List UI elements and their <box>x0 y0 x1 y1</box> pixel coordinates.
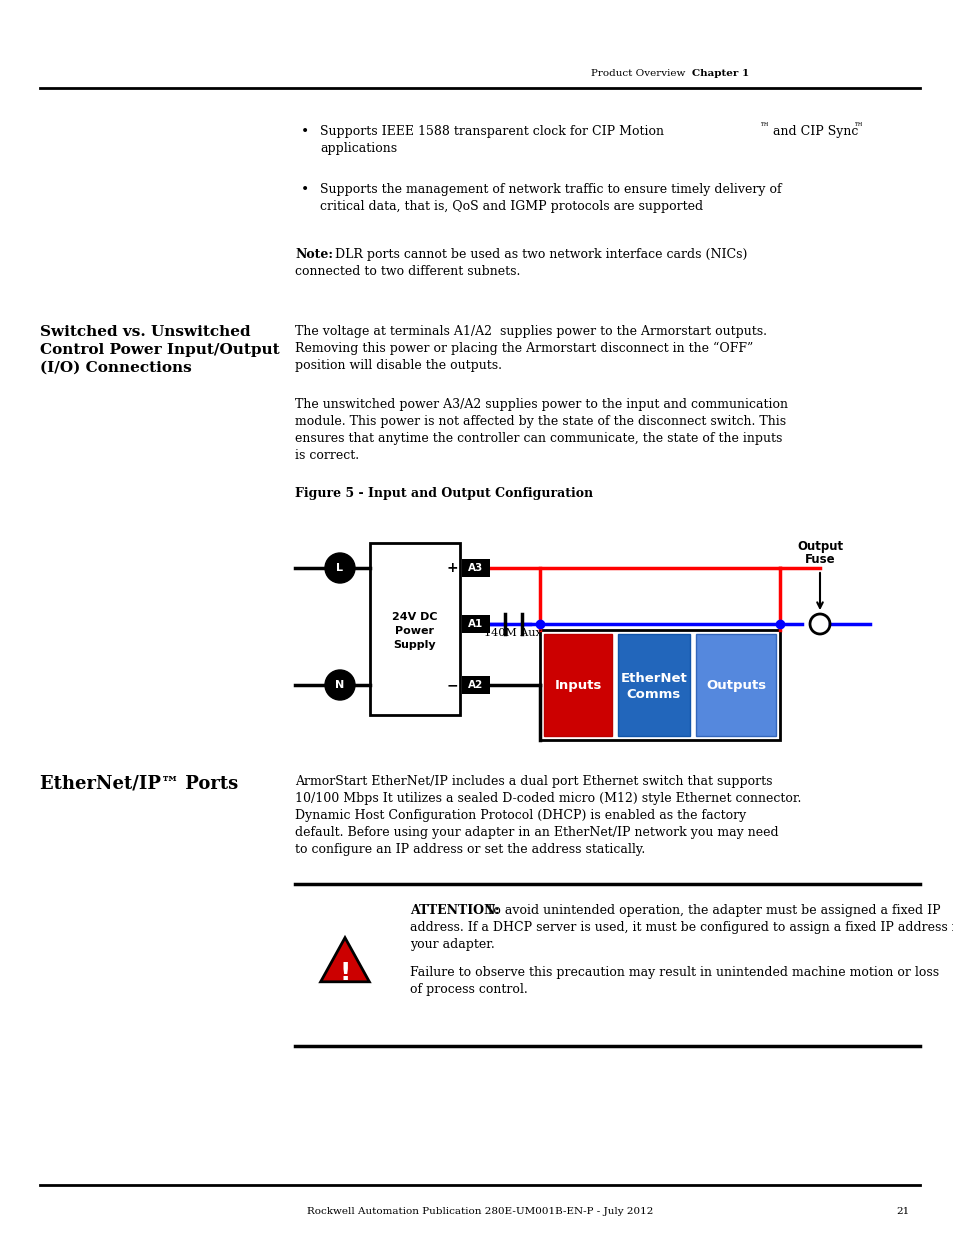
Text: Failure to observe this precaution may result in unintended machine motion or lo: Failure to observe this precaution may r… <box>410 966 938 979</box>
Text: (I/O) Connections: (I/O) Connections <box>40 361 192 375</box>
Text: Output: Output <box>796 540 842 553</box>
Text: 24V DC: 24V DC <box>392 613 437 622</box>
Text: and CIP Sync: and CIP Sync <box>768 125 858 138</box>
Text: connected to two different subnets.: connected to two different subnets. <box>294 266 519 278</box>
Text: Outputs: Outputs <box>705 678 765 692</box>
Text: •: • <box>300 183 309 198</box>
Text: Power: Power <box>395 626 434 636</box>
Text: A3: A3 <box>468 563 483 573</box>
Text: ensures that anytime the controller can communicate, the state of the inputs: ensures that anytime the controller can … <box>294 432 781 445</box>
Text: L: L <box>336 563 343 573</box>
Text: to configure an IP address or set the address statically.: to configure an IP address or set the ad… <box>294 844 644 856</box>
FancyBboxPatch shape <box>370 543 459 715</box>
Text: applications: applications <box>319 142 396 156</box>
FancyBboxPatch shape <box>461 676 490 694</box>
Text: To avoid unintended operation, the adapter must be assigned a fixed IP: To avoid unintended operation, the adapt… <box>485 904 940 918</box>
Text: Supports IEEE 1588 transparent clock for CIP Motion: Supports IEEE 1588 transparent clock for… <box>319 125 663 138</box>
Text: of process control.: of process control. <box>410 983 527 995</box>
Text: position will disable the outputs.: position will disable the outputs. <box>294 359 501 372</box>
Text: default. Before using your adapter in an EtherNet/IP network you may need: default. Before using your adapter in an… <box>294 826 778 839</box>
Text: 140M Aux: 140M Aux <box>483 629 541 638</box>
Text: −: − <box>446 678 457 692</box>
Text: Product Overview: Product Overview <box>590 69 684 78</box>
Text: Dynamic Host Configuration Protocol (DHCP) is enabled as the factory: Dynamic Host Configuration Protocol (DHC… <box>294 809 745 823</box>
FancyBboxPatch shape <box>539 630 780 740</box>
Text: Rockwell Automation Publication 280E-UM001B-EN-P - July 2012: Rockwell Automation Publication 280E-UM0… <box>307 1207 653 1216</box>
FancyBboxPatch shape <box>461 615 490 634</box>
Text: The voltage at terminals A1/A2  supplies power to the Armorstart outputs.: The voltage at terminals A1/A2 supplies … <box>294 325 766 338</box>
Polygon shape <box>320 937 369 982</box>
FancyBboxPatch shape <box>696 634 775 736</box>
Text: Fuse: Fuse <box>803 553 835 566</box>
Text: 21: 21 <box>896 1207 909 1216</box>
Text: Supply: Supply <box>394 640 436 650</box>
Text: Comms: Comms <box>626 688 680 700</box>
Text: EtherNet/IP™ Ports: EtherNet/IP™ Ports <box>40 776 238 793</box>
Text: is correct.: is correct. <box>294 450 358 462</box>
Text: ™: ™ <box>853 124 862 132</box>
FancyBboxPatch shape <box>618 634 689 736</box>
Text: Chapter 1: Chapter 1 <box>691 69 748 78</box>
Text: EtherNet: EtherNet <box>620 673 687 685</box>
Text: DLR ports cannot be used as two network interface cards (NICs): DLR ports cannot be used as two network … <box>335 248 746 261</box>
Text: +: + <box>446 561 457 576</box>
Text: •: • <box>300 125 309 140</box>
Text: Supports the management of network traffic to ensure timely delivery of: Supports the management of network traff… <box>319 183 781 196</box>
Circle shape <box>325 671 355 700</box>
Text: ™: ™ <box>760 124 769 132</box>
Text: 10/100 Mbps It utilizes a sealed D-coded micro (M12) style Ethernet connector.: 10/100 Mbps It utilizes a sealed D-coded… <box>294 792 801 805</box>
Text: A1: A1 <box>468 619 483 629</box>
Circle shape <box>325 553 355 583</box>
Text: Switched vs. Unswitched: Switched vs. Unswitched <box>40 325 251 338</box>
Text: The unswitched power A3/A2 supplies power to the input and communication: The unswitched power A3/A2 supplies powe… <box>294 398 787 411</box>
Text: !: ! <box>339 961 351 986</box>
Text: Note:: Note: <box>294 248 333 261</box>
FancyBboxPatch shape <box>543 634 612 736</box>
Text: Figure 5 - Input and Output Configuration: Figure 5 - Input and Output Configuratio… <box>294 487 593 500</box>
Text: critical data, that is, QoS and IGMP protocols are supported: critical data, that is, QoS and IGMP pro… <box>319 200 702 212</box>
Text: your adapter.: your adapter. <box>410 939 495 951</box>
FancyBboxPatch shape <box>461 559 490 577</box>
Text: module. This power is not affected by the state of the disconnect switch. This: module. This power is not affected by th… <box>294 415 785 429</box>
Text: Control Power Input/Output: Control Power Input/Output <box>40 343 279 357</box>
Text: ArmorStart EtherNet/IP includes a dual port Ethernet switch that supports: ArmorStart EtherNet/IP includes a dual p… <box>294 776 772 788</box>
Text: Removing this power or placing the Armorstart disconnect in the “OFF”: Removing this power or placing the Armor… <box>294 342 753 356</box>
Text: address. If a DHCP server is used, it must be configured to assign a fixed IP ad: address. If a DHCP server is used, it mu… <box>410 921 953 934</box>
Text: A2: A2 <box>468 680 483 690</box>
Text: N: N <box>335 680 344 690</box>
Text: ATTENTION:: ATTENTION: <box>410 904 499 918</box>
Text: Inputs: Inputs <box>554 678 601 692</box>
